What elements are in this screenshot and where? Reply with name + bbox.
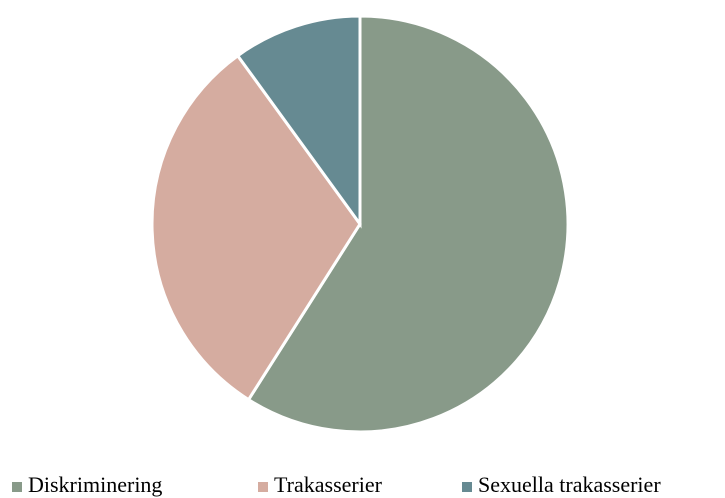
legend-swatch	[462, 482, 472, 492]
pie-slice	[150, 53, 362, 402]
legend-label: Trakasserier	[274, 472, 383, 497]
legend-label: Sexuella trakasserier	[478, 472, 661, 497]
pie-slice	[246, 14, 570, 434]
legend-swatch	[12, 482, 22, 492]
legend-swatch	[258, 482, 268, 492]
legend-label: Diskriminering	[28, 472, 162, 497]
pie-slice	[235, 14, 362, 229]
